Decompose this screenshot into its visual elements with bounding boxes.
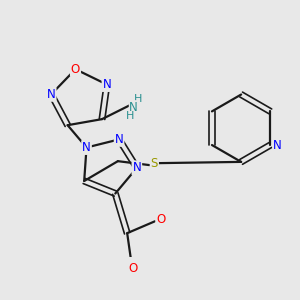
Text: O: O <box>128 262 138 275</box>
Text: N: N <box>115 133 124 146</box>
Text: N: N <box>103 78 111 91</box>
Text: N: N <box>273 139 282 152</box>
Text: N: N <box>129 101 138 114</box>
Text: H: H <box>134 94 142 103</box>
Text: S: S <box>151 157 158 169</box>
Text: N: N <box>47 88 56 101</box>
Text: O: O <box>71 63 80 76</box>
Text: N: N <box>133 161 141 174</box>
Text: H: H <box>126 111 134 121</box>
Text: O: O <box>156 213 166 226</box>
Text: N: N <box>82 141 91 154</box>
